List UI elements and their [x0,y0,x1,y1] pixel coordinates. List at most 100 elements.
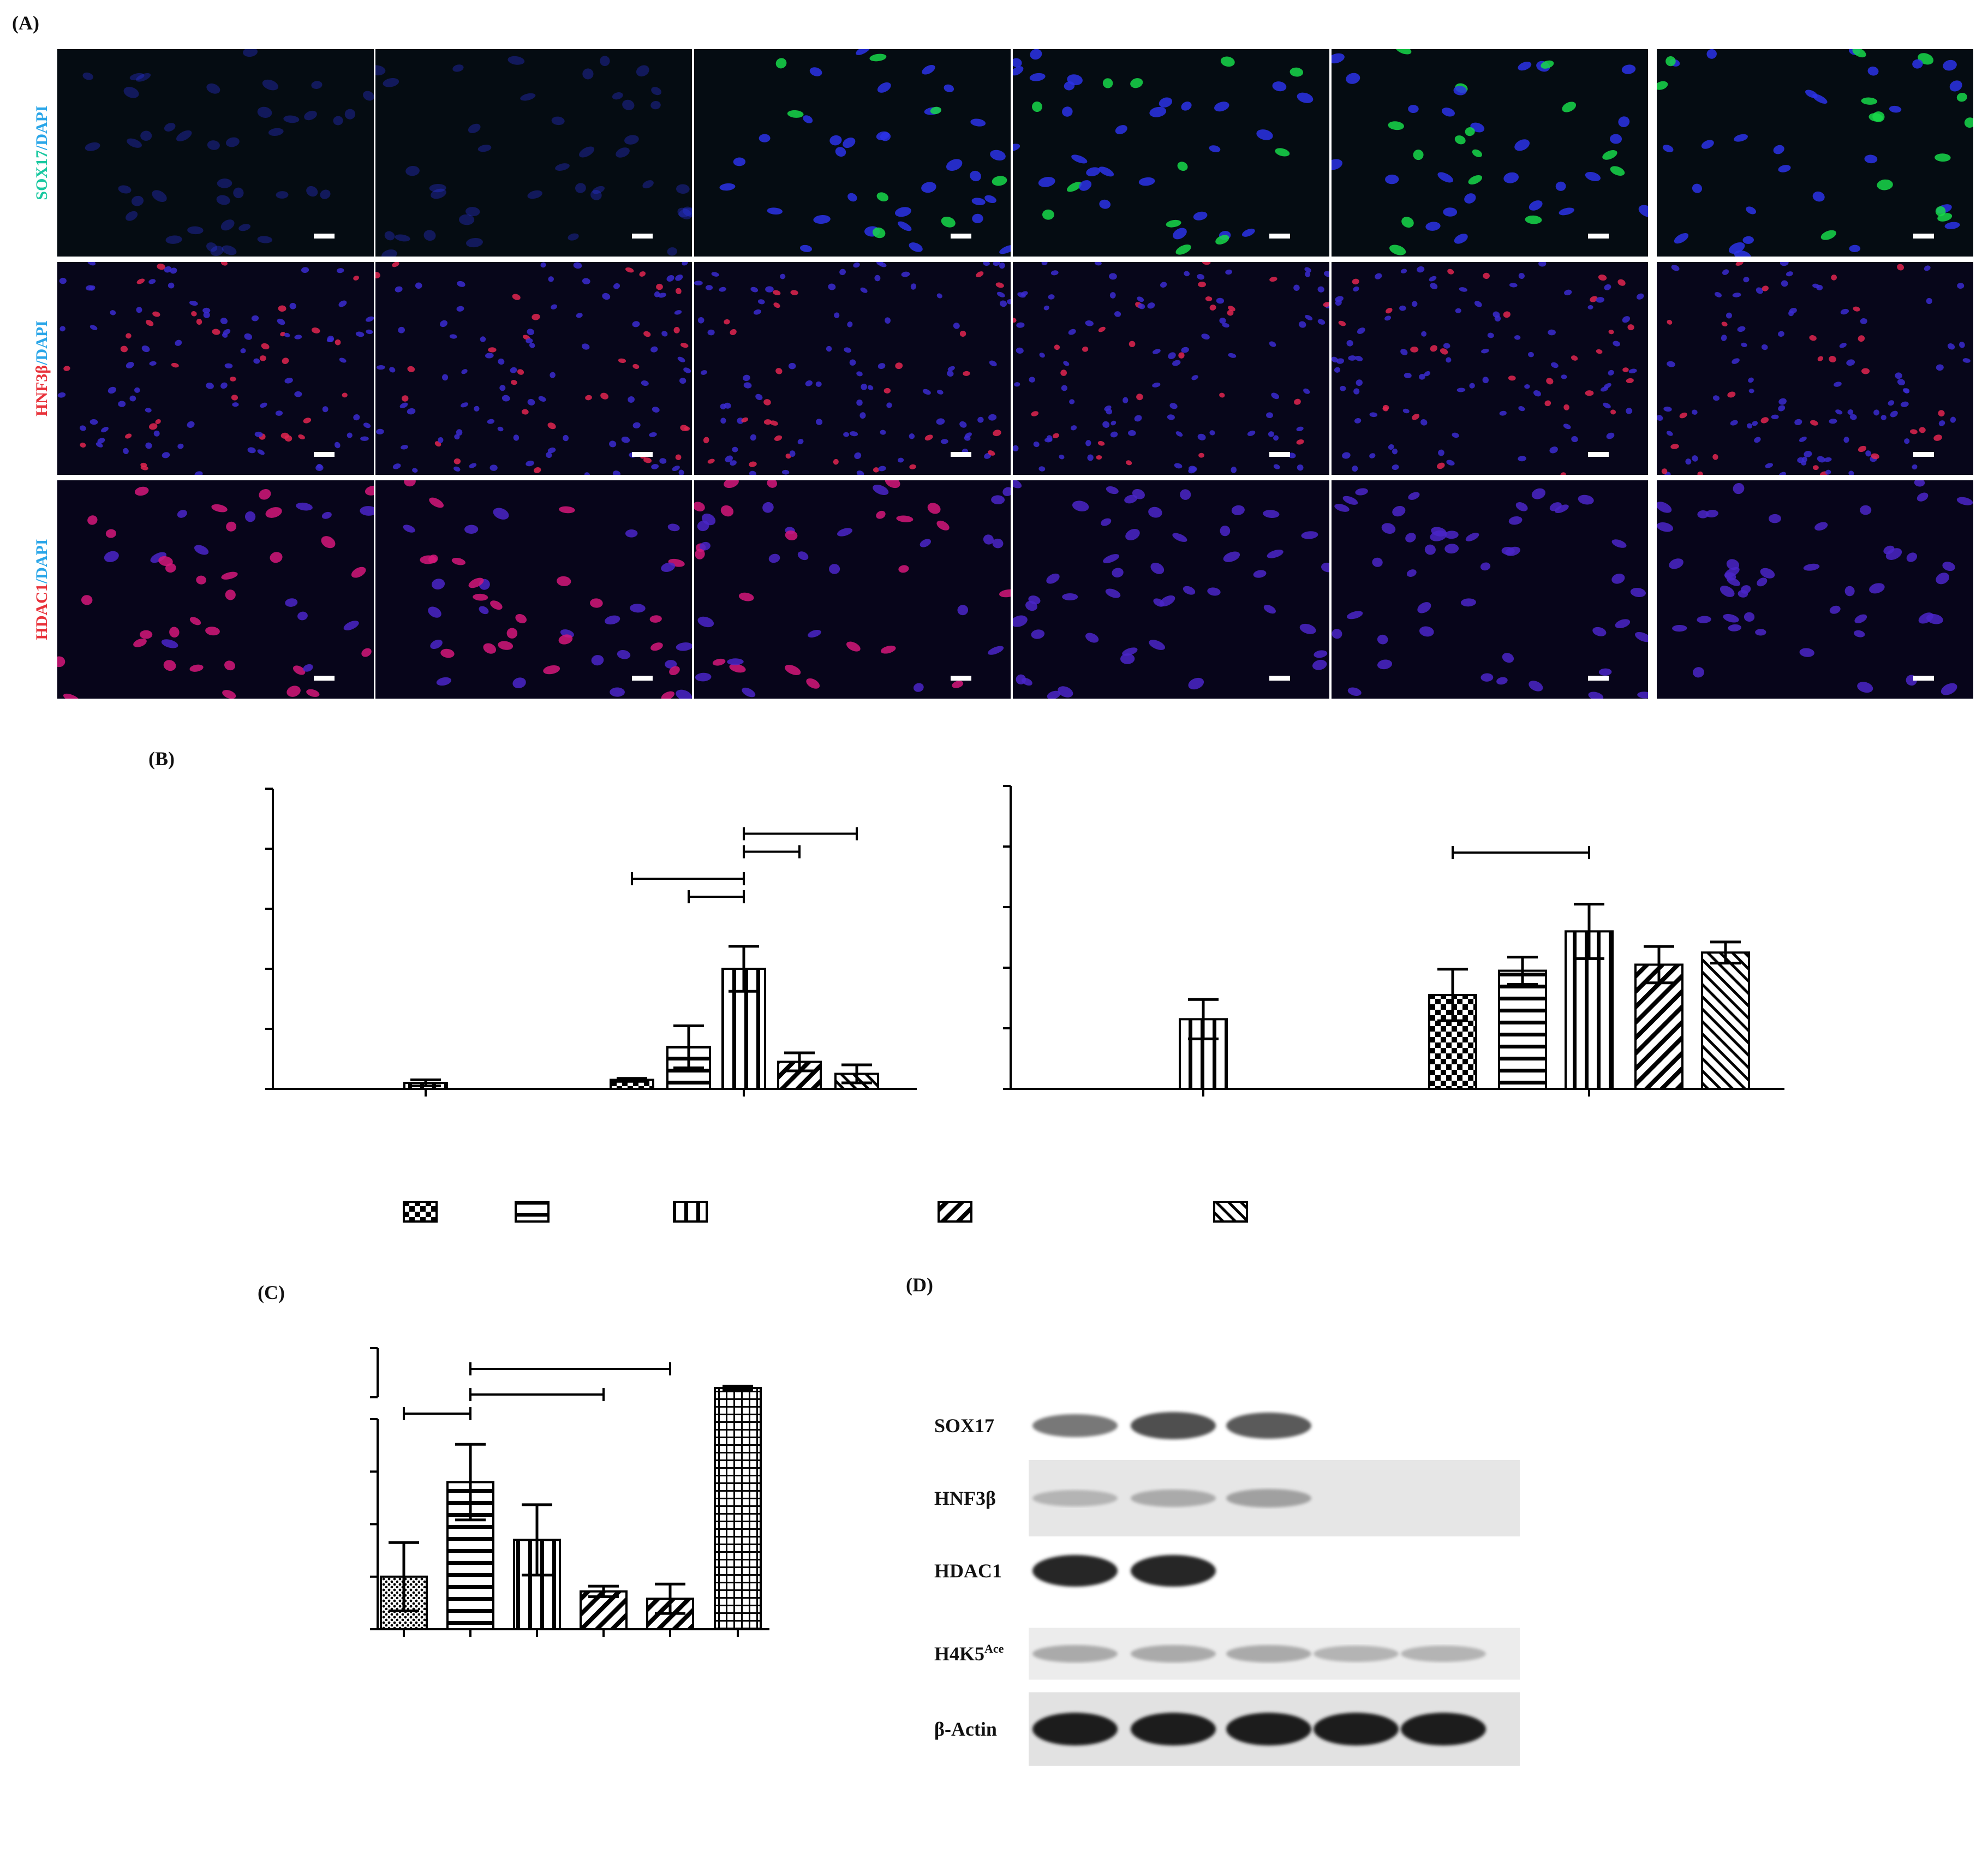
signal-cell [883,388,891,394]
nucleus [1926,613,1943,624]
nucleus [573,262,582,269]
nucleus [395,234,410,242]
signal-cell [773,302,780,308]
nucleus [780,273,786,279]
signal-cell [1735,262,1744,266]
nucleus [642,180,654,189]
signal-cell [1082,346,1089,352]
nucleus [1038,466,1046,472]
nucleus [797,439,804,445]
nucleus [1273,464,1280,469]
nucleus [711,272,719,277]
panel-letter-d: (D) [906,1274,933,1296]
nucleus [127,138,142,148]
nucleus [1888,400,1895,406]
nucleus [222,332,228,338]
nucleus [513,434,520,441]
nucleus [355,331,365,337]
nucleus [1444,544,1459,554]
signal-cell [189,664,204,672]
signal-cell [1323,302,1329,307]
nucleus [1305,314,1313,320]
signal-cell [80,442,86,448]
signal-cell [930,106,941,115]
nucleus [1587,305,1593,309]
tile-cells [1657,262,1971,475]
nucleus [768,553,780,563]
nucleus [1114,311,1121,317]
nucleus [454,434,460,440]
signal-cell [265,507,282,518]
nucleus [970,118,986,127]
signal-cell [1401,217,1414,228]
signal-cell [895,362,903,370]
nucleus [1392,464,1399,470]
nucleus [1411,301,1418,307]
nucleus [1805,90,1818,98]
nucleus [395,286,403,293]
nucleus [1854,630,1865,637]
nucleus [233,187,244,199]
nucleus [129,395,136,402]
nucleus [946,159,963,171]
nucleus [1167,414,1175,420]
row-label: HDAC1/DAPI [33,539,51,640]
signal-cell [292,665,306,675]
nucleus [632,422,641,428]
nucleus [1087,454,1094,461]
nucleus [1106,408,1113,415]
nucleus [1063,361,1070,366]
nucleus [1549,446,1558,454]
micrograph-tile [1332,480,1648,699]
nucleus [253,358,260,364]
nucleus [652,407,660,413]
signal-cell [1727,391,1736,398]
nucleus [880,132,891,141]
nucleus [551,116,565,126]
scale-bar [951,234,971,239]
nucleus [1400,269,1407,273]
nucleus [1873,409,1879,416]
nucleus [1256,129,1273,140]
nucleus [1356,379,1363,386]
nucleus [1697,510,1709,519]
signal-cell [126,333,132,339]
nucleus [602,293,611,300]
signal-cell [785,454,791,459]
nucleus [1748,377,1754,383]
protein-label: β-Actin [934,1718,997,1740]
nucleus [959,421,967,428]
nucleus [1663,406,1672,412]
nucleus [1726,312,1732,319]
nucleus [1388,444,1394,450]
nucleus [123,448,129,455]
nucleus [996,291,1005,297]
nucleus [165,235,182,244]
nucleus [788,362,796,370]
nucleus [164,123,176,132]
nucleus [1122,647,1138,656]
row-label: SOX17/DAPI [33,105,51,200]
nucleus [377,365,385,370]
nucleus [510,367,517,373]
nucleus [1369,453,1376,458]
nucleus [922,64,935,75]
nucleus [474,406,480,412]
nucleus [834,312,840,318]
nucleus [743,374,750,382]
nucleus [1193,211,1208,221]
nucleus [1737,326,1746,332]
nucleus [678,208,692,217]
signal-cell [941,216,956,228]
signal-cell [724,480,739,488]
signal-cell [221,571,238,580]
nucleus [89,419,98,425]
nucleus [1336,358,1345,364]
signal-cell [191,311,197,317]
nucleus [1085,320,1094,326]
signal-cell [453,458,461,464]
signal-cell [1209,305,1216,311]
blot-band [1131,1555,1216,1587]
nucleus [946,370,954,377]
signal-cell [649,615,662,623]
